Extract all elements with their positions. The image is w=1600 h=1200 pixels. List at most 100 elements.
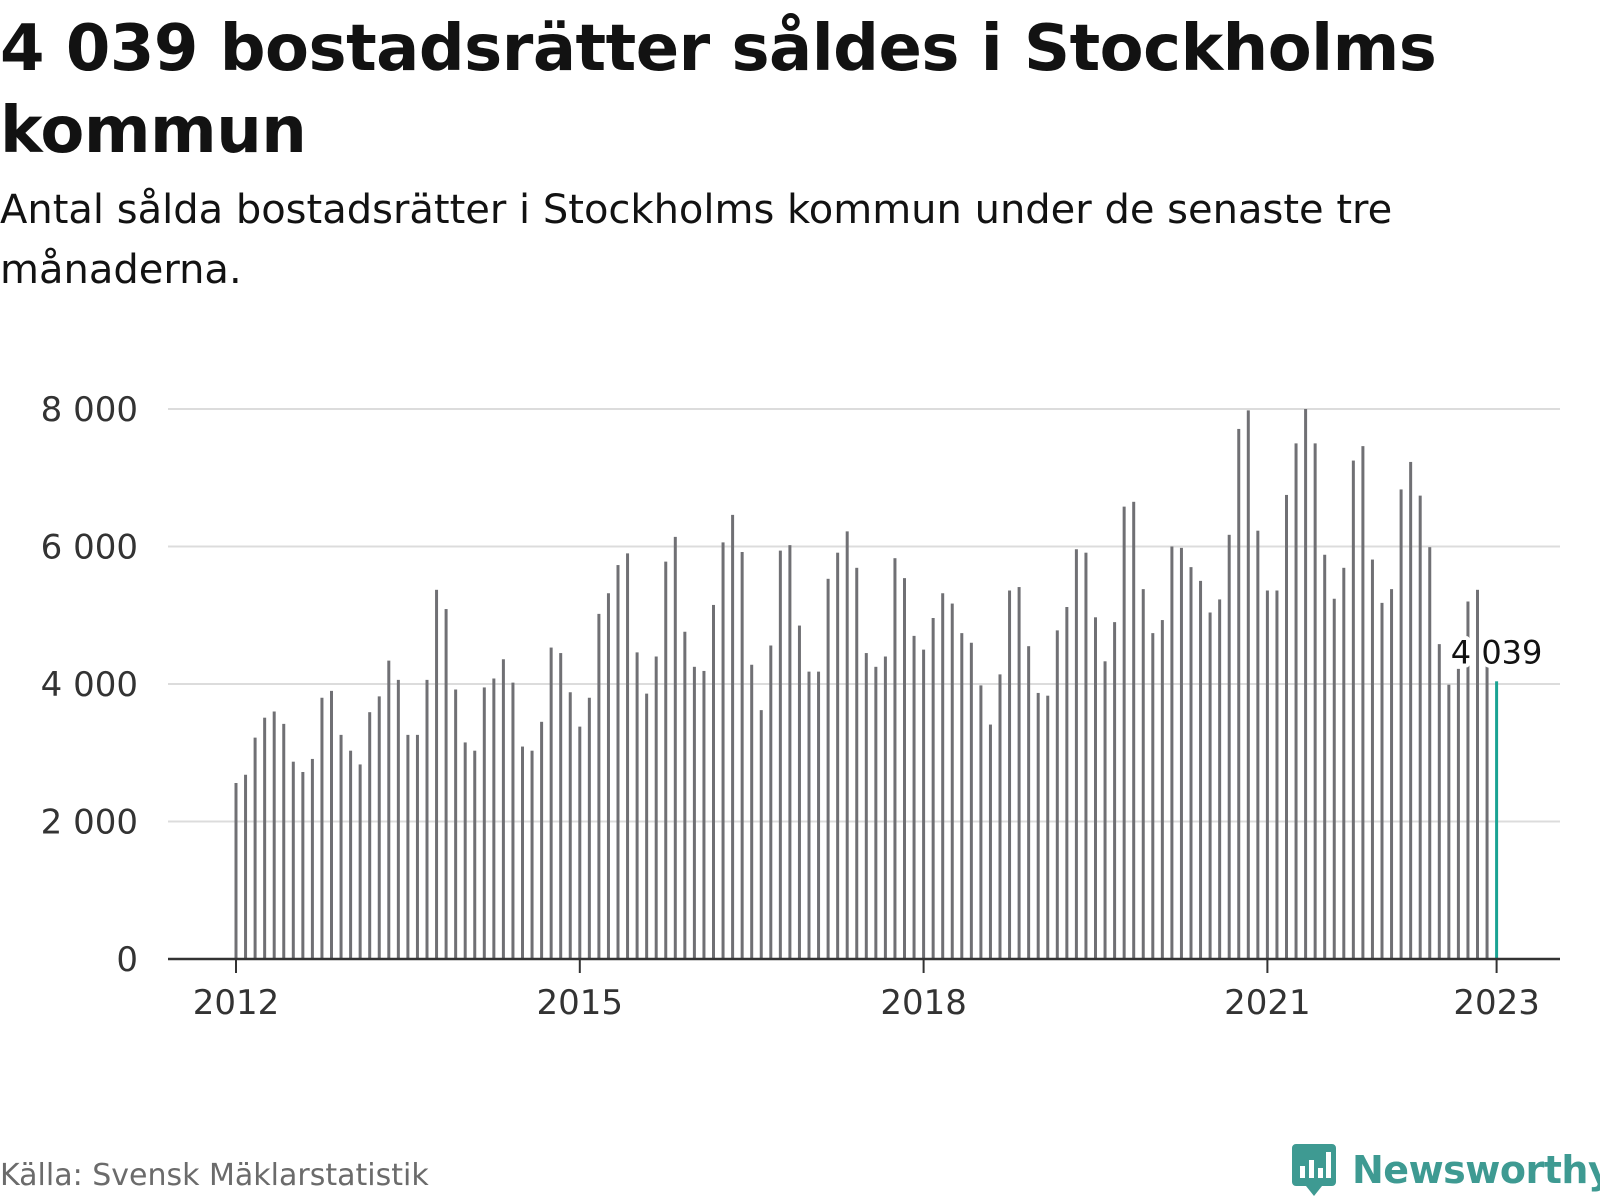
bar [626,553,630,959]
bar [272,711,276,959]
bar [1447,684,1451,959]
y-tick-label: 2 000 [41,803,138,843]
bar [1418,495,1422,959]
bar [1332,598,1336,959]
bar [358,764,362,959]
gridlines [168,408,1560,823]
bar [597,613,601,959]
bar [1485,664,1489,959]
bar [1246,410,1250,959]
bar [454,689,458,959]
bar [683,631,687,959]
bar [1380,602,1384,959]
bar [1313,443,1317,959]
bar [1256,530,1260,959]
bar [501,659,505,959]
bar [1227,534,1231,959]
bar [750,664,754,959]
bar [836,552,840,959]
bar [482,687,486,959]
bar [1055,630,1059,959]
bar [1294,443,1298,959]
bar [616,565,620,959]
bar [234,783,238,959]
bar [1409,461,1413,959]
bar [712,604,715,959]
bar [320,697,324,959]
bar [1113,622,1117,959]
x-axis-ticks: 2012 2015 2018 2021 2023 [193,959,1540,1023]
source-note: Källa: Svensk Mäklarstatistik [0,1158,429,1193]
bar [291,761,295,959]
bar [1036,692,1040,959]
bar [864,653,868,959]
bar [654,656,658,959]
bar [1361,446,1365,959]
bar [377,696,381,959]
bar [330,690,333,959]
newsworthy-logo-icon [1292,1144,1336,1196]
bar [1342,567,1346,959]
bar [1122,506,1126,959]
bar [282,723,286,959]
bar [1428,547,1432,959]
bar [521,746,524,959]
bar [645,693,649,959]
bar [1151,633,1155,959]
bar [664,561,668,959]
bar [587,697,591,959]
bar [769,645,773,959]
bar [578,726,582,959]
bar [1094,617,1097,959]
bars [234,409,1499,959]
bar [874,666,878,959]
bar [396,679,400,959]
x-tick-label: 2023 [1453,983,1540,1023]
bar [1046,695,1050,959]
x-tick-label: 2018 [880,983,967,1023]
bar [845,531,849,959]
bar [1008,590,1012,959]
bar [903,578,906,959]
bar [1132,501,1136,959]
bar [960,633,964,959]
bar [1084,552,1088,959]
x-tick-label: 2021 [1224,983,1311,1023]
bar [1208,612,1212,959]
bar [1179,547,1183,959]
bar [368,712,372,959]
annotation: 4 039 [1447,629,1547,675]
bar [883,656,887,959]
bar [826,578,830,959]
bar [387,660,391,959]
bar [740,552,744,959]
bar [778,550,782,959]
bar [1275,590,1279,959]
bar [1160,620,1164,959]
bar [1456,668,1460,959]
x-tick-label: 2015 [537,983,624,1023]
x-tick-label: 2012 [193,983,280,1023]
bar-highlight [1495,681,1499,959]
bar [339,734,343,959]
chart-subtitle: Antal sålda bostadsrätter i Stockholms k… [0,187,1393,293]
bar [731,514,735,959]
bar [1285,494,1288,959]
brand-name: Newsworthy [1352,1148,1600,1192]
bar [969,642,973,959]
bar [797,625,801,959]
bar [511,682,515,959]
bar [263,717,267,959]
bar [568,692,572,959]
y-tick-label: 4 000 [41,665,138,705]
bar [912,635,916,959]
bar [1103,661,1107,959]
bar [893,558,897,959]
bar [492,678,496,959]
bar [1265,590,1269,959]
bar [406,734,410,959]
bar [1074,549,1078,959]
bar [244,774,248,959]
bar [1390,589,1394,959]
